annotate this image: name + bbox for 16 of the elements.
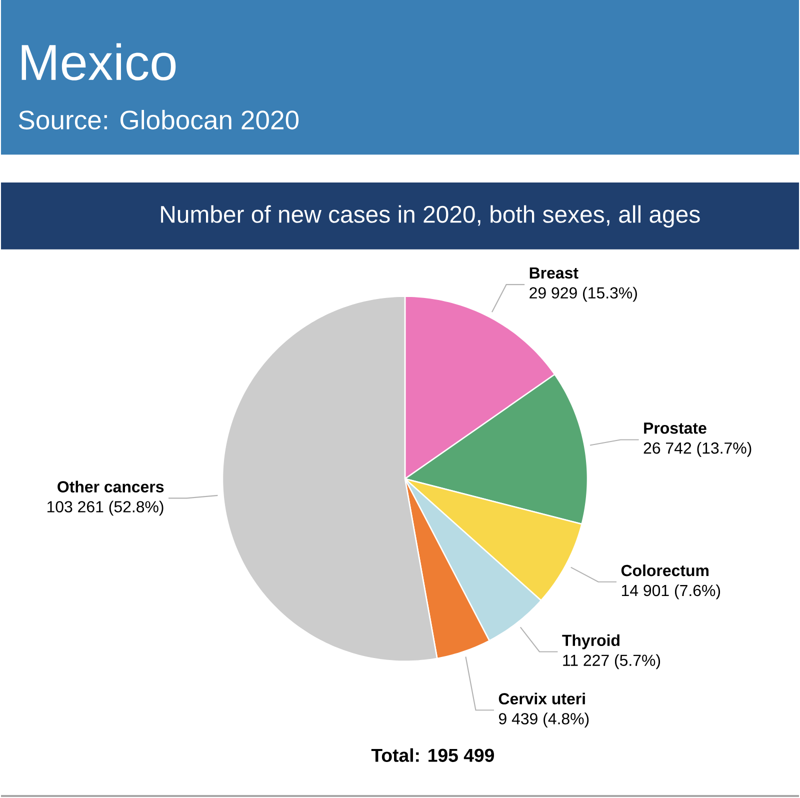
slice-label: Breast	[530, 267, 578, 279]
data-label: 26 742 (13.7%)	[644, 442, 752, 457]
data-label: 103 261 (52.8%)	[47, 500, 164, 516]
chart-subtitle: Number of new cases in 2020, both sexes, all ages	[161, 205, 700, 228]
slice-label: Other cancers	[58, 480, 164, 492]
text: Total: 195 499	[371, 748, 494, 762]
data-label: 11 227 (5.7%)	[563, 654, 660, 670]
chart-title: Mexico	[22, 43, 176, 80]
slice-label: Prostate	[644, 422, 706, 434]
data-label: 14 901 (7.6%)	[622, 584, 720, 600]
slice-label: Thyroid	[562, 634, 620, 650]
data-label: 29 929 (15.3%)	[530, 286, 637, 302]
data-label: 9 439 (4.8%)	[498, 712, 589, 728]
source-note: Source: Globocan 2020	[18, 110, 299, 130]
slice-label: Cervix uteri	[498, 692, 585, 704]
slice-label: Colorectum	[621, 564, 708, 576]
